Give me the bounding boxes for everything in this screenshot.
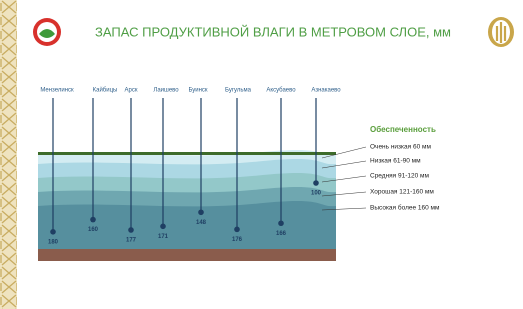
ornament-border: [0, 0, 17, 309]
value-label: 180: [48, 239, 59, 245]
value-label: 171: [158, 234, 169, 240]
legend-entry: Хорошая 121-160 мм: [370, 189, 434, 196]
legend-title: Обеспеченность: [370, 125, 436, 134]
value-label: 148: [196, 220, 207, 226]
legend-entry: Очень низкая 60 мм: [370, 144, 431, 151]
station-dot: [90, 217, 96, 223]
station-label: Мензелинск: [40, 88, 74, 94]
surface-line: [38, 152, 336, 155]
station-label: Арск: [125, 88, 138, 94]
soil-bottom: [38, 249, 336, 261]
station-dot: [313, 180, 319, 186]
legend-entry: Средняя 91-120 мм: [370, 173, 430, 180]
slide: ЗАПАС ПРОДУКТИВНОЙ ВЛАГИ В МЕТРОВОМ СЛОЕ…: [0, 0, 523, 309]
station-label: Лаишево: [153, 88, 179, 94]
value-label: 166: [276, 231, 287, 237]
emblem: [488, 17, 514, 47]
value-label: 176: [232, 237, 243, 243]
chart-title: ЗАПАС ПРОДУКТИВНОЙ ВЛАГИ В МЕТРОВОМ СЛОЕ…: [95, 24, 451, 39]
legend-entry: Низкая 61-90 мм: [370, 158, 421, 165]
logo: [33, 18, 61, 46]
page: {"chart_data": {"type": "depth", "title"…: [0, 0, 523, 309]
station-dot: [50, 229, 56, 235]
soil-layer: [38, 201, 336, 252]
station-dot: [198, 209, 204, 215]
value-label: 100: [311, 191, 322, 197]
station-dot: [278, 220, 284, 226]
value-label: 160: [88, 227, 99, 233]
station-label: Аксубаево: [266, 88, 296, 94]
legend-entry: Высокая более 160 мм: [370, 204, 440, 212]
station-dot: [234, 227, 240, 233]
station-dot: [160, 224, 166, 230]
station-label: Буинск: [188, 88, 207, 94]
soil-profile: [38, 150, 336, 261]
station-label: Бугульма: [225, 88, 252, 94]
station-label: Азнакаево: [311, 88, 341, 94]
station-dot: [128, 227, 134, 233]
station-label: Кайбицы: [93, 87, 118, 94]
value-label: 177: [126, 238, 137, 244]
